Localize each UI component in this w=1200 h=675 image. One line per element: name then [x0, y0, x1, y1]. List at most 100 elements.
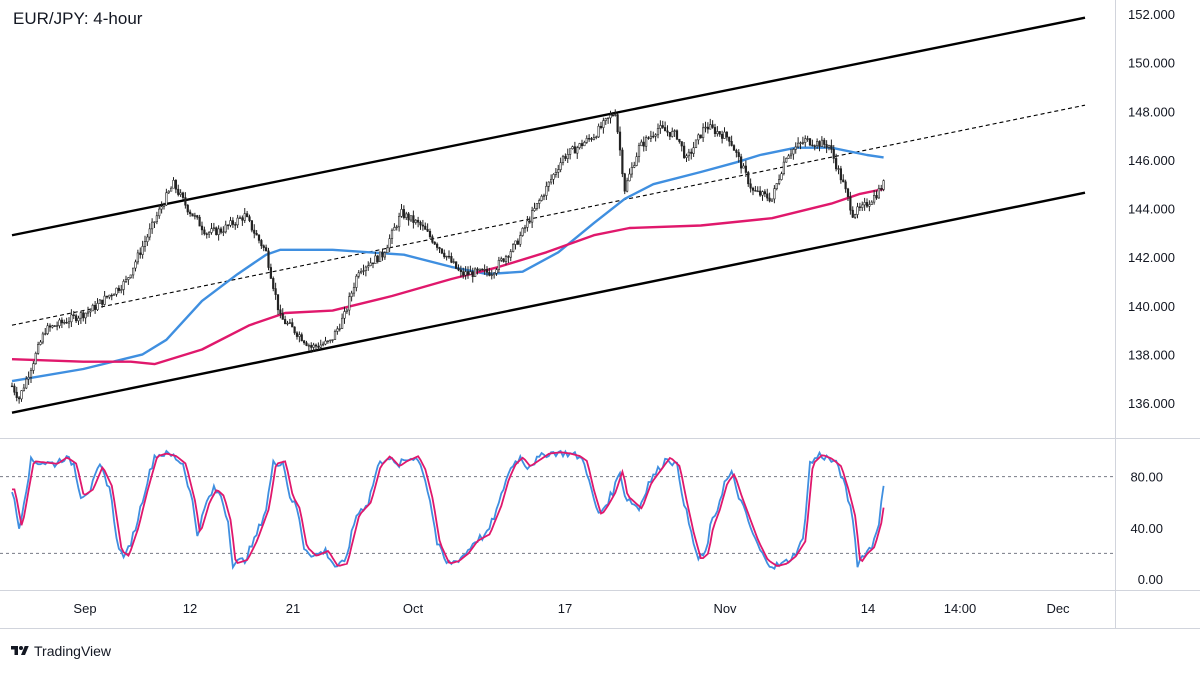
- candle-body: [376, 255, 379, 263]
- candle: [189, 209, 192, 217]
- candle-body: [445, 255, 448, 258]
- candle: [134, 259, 137, 272]
- oscillator-axis[interactable]: 0.00 40.00 80.00: [1130, 470, 1163, 587]
- candle-body: [732, 145, 736, 151]
- tradingview-brand[interactable]: TradingView: [10, 643, 111, 659]
- sma-fast-line: [11, 146, 884, 383]
- candle: [459, 265, 462, 277]
- candle-body: [870, 201, 873, 205]
- candle: [350, 290, 353, 302]
- candle: [352, 282, 356, 297]
- candle-body: [854, 214, 857, 218]
- candle: [808, 137, 812, 147]
- candle-body: [566, 154, 569, 159]
- candle: [854, 213, 857, 219]
- candle-body: [523, 227, 527, 229]
- candle-body: [428, 230, 432, 238]
- candle: [618, 126, 622, 156]
- candle: [203, 226, 206, 236]
- candle: [759, 186, 762, 197]
- candle-body: [751, 187, 755, 191]
- candle-body: [37, 344, 40, 354]
- time-tick-label: 14: [861, 601, 875, 616]
- candle: [685, 153, 688, 163]
- candle: [215, 226, 218, 236]
- price-axis[interactable]: 136.000 138.000 140.000 142.000 144.000 146.0…: [1128, 7, 1175, 411]
- candle-body: [488, 272, 491, 276]
- candle: [735, 148, 738, 158]
- candle: [274, 282, 277, 300]
- candle: [602, 117, 605, 134]
- candle-body: [858, 206, 861, 208]
- candle: [832, 145, 835, 164]
- candle-body: [65, 321, 68, 324]
- candle: [768, 192, 771, 203]
- candle: [291, 318, 294, 328]
- candle-body: [849, 196, 852, 211]
- candle-body: [535, 203, 538, 209]
- candle: [718, 130, 721, 137]
- candle-body: [773, 188, 776, 200]
- time-axis[interactable]: Sep 12 21 Oct 17 Nov 14 14:00 Dec: [73, 601, 1070, 616]
- time-tick-label: 21: [286, 601, 300, 616]
- candle: [222, 226, 225, 237]
- candle: [238, 215, 242, 219]
- candle: [160, 201, 163, 214]
- candle-body: [782, 161, 785, 174]
- candle-body: [172, 179, 175, 189]
- candle: [360, 268, 363, 275]
- candle: [419, 220, 422, 230]
- candle: [122, 279, 125, 296]
- candle-body: [497, 259, 500, 270]
- candle: [336, 326, 339, 335]
- candle-body: [193, 215, 196, 217]
- candle-body: [44, 333, 47, 335]
- candle: [837, 165, 840, 175]
- candle-body: [590, 138, 593, 140]
- candle-body: [158, 208, 161, 217]
- candle: [234, 222, 237, 230]
- candle-body: [789, 153, 793, 157]
- candle: [48, 323, 52, 332]
- candle-body: [369, 262, 372, 266]
- candle: [775, 183, 778, 191]
- candle: [67, 317, 71, 329]
- candle: [105, 295, 109, 299]
- candle: [300, 332, 303, 342]
- candle: [778, 174, 781, 186]
- candle: [630, 162, 633, 178]
- candle-body: [711, 124, 714, 128]
- candle-body: [345, 309, 348, 312]
- candle: [863, 197, 866, 211]
- candle-body: [20, 390, 23, 400]
- candle-body: [656, 128, 660, 136]
- candle-body: [504, 256, 508, 262]
- candle: [212, 222, 215, 232]
- candle-body: [421, 224, 424, 227]
- candle: [208, 231, 211, 238]
- time-tick-label: 17: [558, 601, 572, 616]
- candle: [124, 275, 128, 283]
- candle-body: [576, 147, 579, 154]
- candle-body: [694, 139, 698, 149]
- candle-body: [291, 322, 294, 328]
- candle: [623, 172, 626, 195]
- tradingview-logo-icon: [11, 646, 29, 655]
- main-pane: [10, 16, 1086, 414]
- candle-body: [53, 325, 56, 327]
- candle: [115, 287, 118, 297]
- candle-body: [295, 332, 299, 337]
- candle: [583, 140, 586, 147]
- candle-body: [260, 240, 263, 247]
- candle-body: [276, 294, 280, 311]
- candle-body: [873, 195, 876, 203]
- candle: [253, 224, 256, 239]
- candle-body: [490, 274, 493, 276]
- candle-body: [181, 192, 185, 198]
- candle: [497, 256, 500, 273]
- channel-lines: [11, 16, 1086, 414]
- candle: [656, 123, 660, 139]
- oscillator-pane: [0, 449, 1115, 571]
- candle-body: [224, 224, 227, 233]
- candle-body: [455, 261, 458, 269]
